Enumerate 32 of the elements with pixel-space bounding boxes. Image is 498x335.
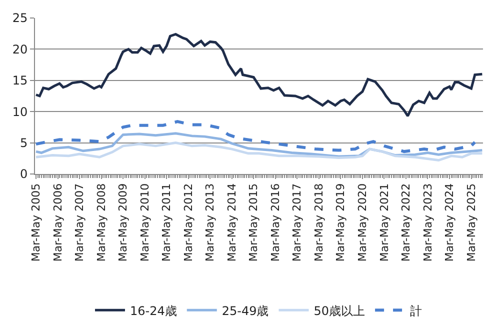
x-tick-label: Mar-May 2006	[51, 183, 64, 262]
y-tick-label: 5	[20, 136, 28, 150]
y-tick-label: 0	[20, 167, 28, 182]
x-tick-label: Mar-May 2022	[400, 183, 413, 262]
y-tick-label: 15	[12, 74, 28, 88]
x-tick-label: Mar-May 2015	[247, 183, 260, 262]
x-tick-label: Mar-May 2012	[182, 183, 195, 262]
y-tick-label: 25	[12, 11, 28, 26]
x-tick-label: Mar-May 2014	[225, 183, 238, 262]
y-tick-label: 10	[12, 104, 28, 119]
x-tick-label: Mar-May 2019	[334, 183, 348, 262]
x-tick-label: Mar-May 2023	[421, 183, 434, 262]
x-tick-label: Mar-May 2008	[94, 183, 108, 262]
x-tick-label: Mar-May 2021	[378, 183, 391, 262]
legend-label: 50歳以上	[314, 304, 366, 318]
legend-label: 計	[410, 304, 422, 318]
x-tick-label: Mar-May 2016	[268, 183, 282, 262]
line-series	[35, 120, 476, 154]
x-tick-label: Mar-May 2020	[356, 183, 370, 262]
x-tick-label: Mar-May 2007	[73, 183, 86, 262]
x-tick-label: Mar-May 2005	[30, 183, 43, 262]
y-tick-label: 20	[12, 42, 28, 56]
x-tick-label: Mar-May 2009	[116, 183, 130, 262]
x-tick-label: Mar-May 2013	[204, 183, 217, 262]
x-tick-label: Mar-May 2018	[312, 183, 326, 262]
x-tick-label: Mar-May 2017	[290, 183, 304, 262]
x-tick-label: Mar-May 2010	[138, 183, 152, 262]
legend-label: 16-24歳	[130, 304, 177, 318]
x-tick-label: Mar-May 2025	[464, 183, 478, 262]
x-tick-label: Mar-May 2024	[443, 183, 456, 262]
x-tick-label: Mar-May 2011	[160, 183, 174, 262]
legend-label: 25-49歳	[222, 304, 269, 318]
